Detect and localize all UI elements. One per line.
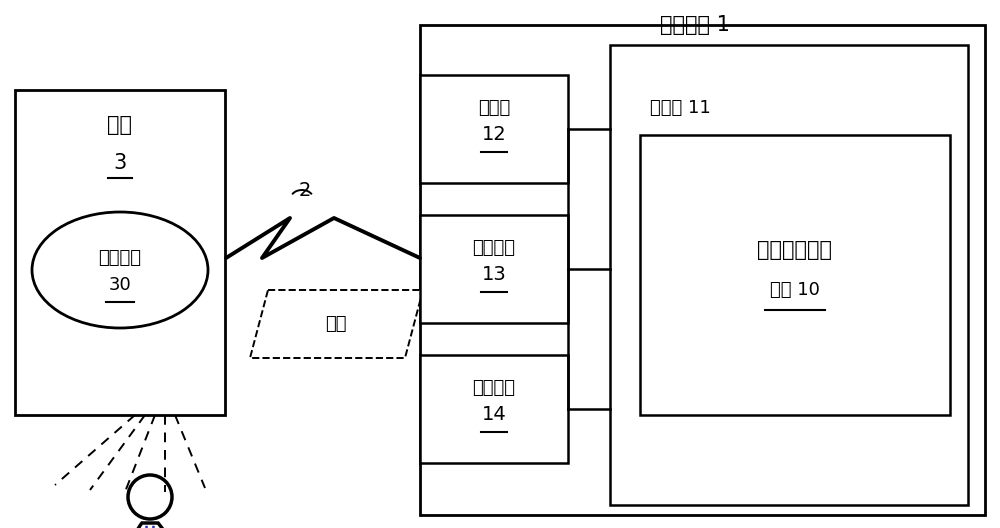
Text: 2: 2 (299, 181, 311, 200)
Text: 摄像装置: 摄像装置 (98, 249, 142, 267)
Text: 14: 14 (482, 406, 506, 425)
Text: 视频: 视频 (325, 315, 347, 333)
Bar (15, 90, 225, 415)
Text: 处理器: 处理器 (478, 99, 510, 117)
Text: 网络接口: 网络接口 (473, 239, 516, 257)
Bar (420, 215, 568, 323)
Bar (610, 45, 968, 505)
Text: 存储器 11: 存储器 11 (650, 99, 711, 117)
Text: 终端: 终端 (108, 115, 132, 135)
Bar (640, 135, 950, 415)
PathPatch shape (129, 523, 172, 528)
Text: 30: 30 (109, 276, 131, 294)
Text: 12: 12 (482, 126, 506, 145)
Polygon shape (250, 290, 423, 358)
Text: 13: 13 (482, 266, 506, 285)
Text: 计算装置 1: 计算装置 1 (660, 15, 730, 35)
Text: 程序 10: 程序 10 (770, 281, 820, 299)
Text: 人物性格分析: 人物性格分析 (758, 240, 832, 260)
Bar (420, 355, 568, 463)
Text: 通信总线: 通信总线 (473, 379, 516, 397)
Bar (420, 75, 568, 183)
Ellipse shape (32, 212, 208, 328)
Bar (420, 25, 985, 515)
Text: 3: 3 (113, 153, 127, 173)
